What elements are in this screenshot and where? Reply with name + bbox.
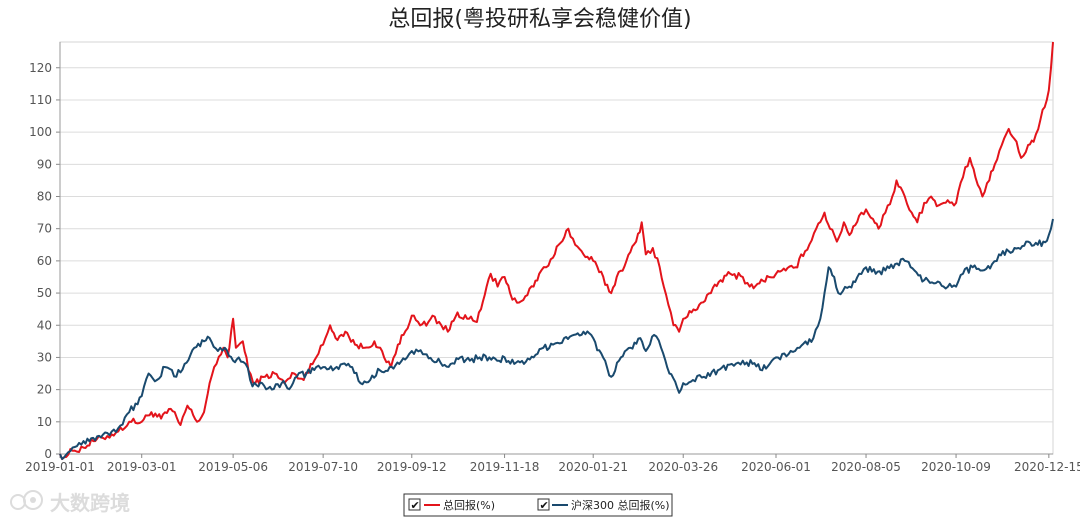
- series: [59, 41, 1054, 461]
- x-tick-label: 2019-01-01: [25, 460, 95, 474]
- axes: 0 10 20 30 40 50 60 70 80 90 100 110 120 2019-01-01 20…: [25, 42, 1080, 474]
- x-tick-label: 2019-05-06: [198, 460, 268, 474]
- y-tick-label: 40: [37, 318, 52, 332]
- y-tick-label: 20: [37, 383, 52, 397]
- check-icon: ✔: [540, 499, 549, 512]
- x-tick-label: 2020-08-05: [831, 460, 901, 474]
- legend: ✔ 总回报(%) ✔ 沪深300 总回报(%): [403, 493, 673, 517]
- y-tick-label: 10: [37, 415, 52, 429]
- y-tick-label: 90: [37, 157, 52, 171]
- legend-label: 沪深300 总回报(%): [571, 498, 670, 512]
- chart-title: 总回报(粤投研私享会稳健价值): [388, 7, 691, 32]
- y-tick-label: 50: [37, 286, 52, 300]
- x-tick-label: 2020-12-15: [1014, 460, 1080, 474]
- legend-checkbox[interactable]: [408, 498, 421, 511]
- series-line-1[interactable]: [59, 218, 1054, 460]
- y-tick-label: 100: [29, 125, 52, 139]
- legend-label: 总回报(%): [443, 498, 495, 512]
- watermark-text: 大数跨境: [50, 491, 130, 515]
- x-tick-label: 2019-07-10: [288, 460, 358, 474]
- watermark-logo-icon: [10, 490, 43, 510]
- x-tick-label: 2019-09-12: [377, 460, 447, 474]
- y-tick-label: 80: [37, 190, 52, 204]
- legend-item-csi300-return[interactable]: ✔ 沪深300 总回报(%): [537, 498, 670, 512]
- legend-checkbox[interactable]: [537, 498, 550, 511]
- y-tick-label: 120: [29, 61, 52, 75]
- y-tick-label: 110: [29, 93, 52, 107]
- grid: [59, 41, 1054, 455]
- y-tick-label: 0: [44, 447, 52, 461]
- watermark: 大数跨境: [10, 490, 130, 515]
- y-tick-label: 70: [37, 222, 52, 236]
- x-tick-label: 2019-11-18: [470, 460, 540, 474]
- legend-item-total-return[interactable]: ✔ 总回报(%): [408, 498, 495, 512]
- y-tick-label: 60: [37, 254, 52, 268]
- x-tick-label: 2020-06-01: [741, 460, 811, 474]
- x-tick-label: 2020-01-21: [558, 460, 628, 474]
- check-icon: ✔: [411, 499, 420, 512]
- x-tick-label: 2019-03-01: [107, 460, 177, 474]
- x-tick-label: 2020-10-09: [921, 460, 991, 474]
- x-tick-label: 2020-03-26: [648, 460, 718, 474]
- series-line-0[interactable]: [59, 41, 1054, 461]
- y-tick-label: 30: [37, 350, 52, 364]
